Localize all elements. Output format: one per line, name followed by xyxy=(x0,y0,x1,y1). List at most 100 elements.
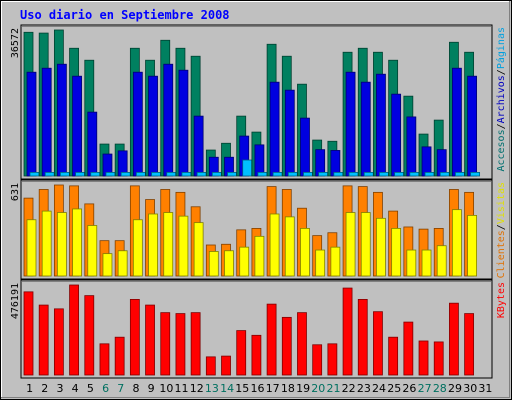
bar-kbytes-kbytes-day-1 xyxy=(23,291,34,376)
x-tick-label-11: 11 xyxy=(175,382,189,395)
bar-traffic-pginas-day-23 xyxy=(363,172,374,177)
legend-item-traffic-3: / xyxy=(496,69,507,75)
bar-traffic-pginas-day-8 xyxy=(135,172,146,177)
bar-traffic-archivos-day-24 xyxy=(376,73,386,177)
bar-kbytes-kbytes-day-4 xyxy=(69,284,79,376)
bar-kbytes-kbytes-day-8 xyxy=(129,299,140,376)
bar-visits-visitas-day-23 xyxy=(360,212,371,277)
x-tick-label-12: 12 xyxy=(190,382,204,395)
bar-traffic-pginas-day-29 xyxy=(455,172,465,177)
x-tick-label-3: 3 xyxy=(56,382,63,395)
bar-kbytes-kbytes-day-2 xyxy=(38,304,49,376)
bar-traffic-pginas-day-12 xyxy=(196,172,207,177)
bar-traffic-archivos-day-18 xyxy=(284,89,295,177)
bar-traffic-archivos-day-11 xyxy=(178,69,189,177)
bar-traffic-pginas-day-10 xyxy=(166,172,177,177)
x-tick-label-30: 30 xyxy=(463,382,477,395)
bar-traffic-pginas-day-26 xyxy=(409,172,420,177)
legend-kbytes: KBytes xyxy=(496,282,507,318)
y-max-label-visits: 631 xyxy=(10,183,21,201)
x-tick-label-15: 15 xyxy=(235,382,249,395)
bar-visits-visitas-day-4 xyxy=(72,208,82,277)
x-tick-label-1: 1 xyxy=(26,382,33,395)
bar-visits-visitas-day-2 xyxy=(41,210,52,277)
bar-traffic-archivos-day-29 xyxy=(452,67,462,177)
bar-kbytes-kbytes-day-9 xyxy=(145,304,155,376)
bar-visits-visitas-day-6 xyxy=(102,253,113,277)
bar-visits-visitas-day-17 xyxy=(269,213,280,277)
bar-visits-visitas-day-30 xyxy=(467,215,478,277)
x-tick-label-14: 14 xyxy=(220,382,234,395)
bar-traffic-pginas-day-20 xyxy=(318,172,329,177)
bar-kbytes-kbytes-day-14 xyxy=(221,355,231,376)
bar-kbytes-kbytes-day-13 xyxy=(205,356,216,376)
bar-traffic-archivos-day-16 xyxy=(254,144,265,177)
bar-kbytes-kbytes-day-22 xyxy=(342,287,353,376)
bar-traffic-pginas-day-30 xyxy=(470,172,481,177)
bar-visits-visitas-day-7 xyxy=(117,250,128,277)
bar-traffic-archivos-day-10 xyxy=(163,63,174,177)
bar-kbytes-kbytes-day-15 xyxy=(236,330,247,376)
bar-traffic-pginas-day-17 xyxy=(272,172,283,177)
bar-traffic-archivos-day-5 xyxy=(87,111,98,177)
bar-kbytes-kbytes-day-7 xyxy=(114,336,125,376)
x-tick-label-17: 17 xyxy=(266,382,280,395)
bar-visits-visitas-day-9 xyxy=(148,213,158,277)
bar-kbytes-kbytes-day-23 xyxy=(357,299,368,376)
bar-traffic-pginas-day-14 xyxy=(227,172,237,177)
bar-visits-visitas-day-26 xyxy=(406,249,417,277)
bar-traffic-pginas-day-9 xyxy=(151,172,161,177)
bar-traffic-archivos-day-19 xyxy=(300,117,310,177)
bar-traffic-pginas-day-4 xyxy=(75,172,85,177)
legend-item-traffic-1: / xyxy=(496,123,507,129)
x-tick-label-19: 19 xyxy=(296,382,310,395)
bar-kbytes-kbytes-day-25 xyxy=(388,336,399,376)
x-tick-label-27: 27 xyxy=(418,382,432,395)
legend-item-visits-1: / xyxy=(496,224,507,230)
bar-visits-visitas-day-28 xyxy=(436,245,447,277)
bar-traffic-archivos-day-27 xyxy=(421,146,432,177)
x-tick-label-5: 5 xyxy=(87,382,94,395)
bar-visits-visitas-day-22 xyxy=(345,212,356,277)
bar-traffic-archivos-day-8 xyxy=(132,71,143,177)
bar-kbytes-kbytes-day-3 xyxy=(53,308,64,376)
bar-traffic-archivos-day-12 xyxy=(193,115,204,177)
bar-traffic-pginas-day-6 xyxy=(105,172,116,177)
bar-kbytes-kbytes-day-12 xyxy=(190,312,201,376)
x-tick-label-24: 24 xyxy=(372,382,386,395)
bar-traffic-archivos-day-3 xyxy=(56,63,67,177)
bar-visits-visitas-day-14 xyxy=(224,250,234,277)
bar-kbytes-kbytes-day-5 xyxy=(84,295,95,376)
bar-visits-visitas-day-21 xyxy=(330,246,341,277)
x-tick-label-22: 22 xyxy=(342,382,356,395)
legend-traffic: Accesos/Archivos/Páginas xyxy=(495,27,507,172)
x-tick-label-2: 2 xyxy=(41,382,48,395)
legend-item-kbytes-0: KBytes xyxy=(496,282,507,318)
bar-kbytes-kbytes-day-6 xyxy=(99,343,110,376)
x-tick-label-13: 13 xyxy=(205,382,219,395)
bar-traffic-pginas-day-27 xyxy=(424,172,435,177)
bar-traffic-pginas-day-1 xyxy=(29,172,40,177)
legend-item-visits-0: Clientes xyxy=(496,230,507,278)
bar-visits-visitas-day-27 xyxy=(421,249,432,277)
bar-traffic-pginas-day-11 xyxy=(181,172,192,177)
bar-kbytes-kbytes-day-20 xyxy=(312,344,323,376)
x-tick-label-9: 9 xyxy=(148,382,155,395)
bar-traffic-archivos-day-30 xyxy=(467,75,478,177)
y-max-label-traffic: 36572 xyxy=(10,28,21,58)
bar-traffic-pginas-day-13 xyxy=(211,172,222,177)
bar-kbytes-kbytes-day-29 xyxy=(449,302,459,376)
bar-visits-visitas-day-13 xyxy=(208,251,219,277)
x-tick-label-4: 4 xyxy=(72,382,79,395)
legend-item-traffic-4: Páginas xyxy=(495,27,507,69)
x-tick-label-7: 7 xyxy=(117,382,124,395)
bar-traffic-archivos-day-9 xyxy=(148,75,158,177)
bar-traffic-pginas-day-16 xyxy=(257,172,268,177)
bar-traffic-archivos-day-26 xyxy=(406,116,417,177)
x-tick-label-31: 31 xyxy=(478,382,492,395)
bar-visits-visitas-day-18 xyxy=(284,216,295,277)
bar-traffic-archivos-day-22 xyxy=(345,71,356,177)
bar-traffic-pginas-day-22 xyxy=(348,172,359,177)
bar-visits-visitas-day-25 xyxy=(391,228,402,277)
